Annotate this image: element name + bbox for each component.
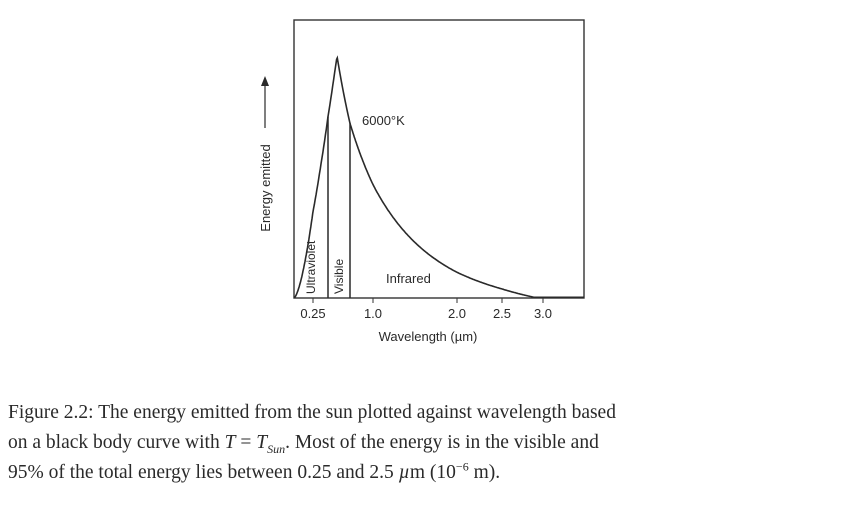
caption-line-3-start: 95% of the total energy lies between 0.2…	[8, 462, 399, 483]
x-tick-label: 1.0	[364, 306, 382, 321]
caption-line-3-end: m).	[468, 462, 501, 483]
blackbody-figure: Ultraviolet Visible Infrared 0.25 1.0 2.0 2.5…	[258, 19, 585, 344]
blackbody-curve	[294, 55, 584, 299]
caption-line-2: on a black body curve with T = TSun. Mos…	[8, 428, 848, 458]
caption-line-3-mid: m (10	[409, 462, 456, 483]
plot-frame	[293, 19, 585, 299]
y-axis-arrow	[261, 76, 269, 128]
caption-line-2-start: on a black body curve with	[8, 432, 225, 453]
x-axis-label: Wavelength (µm)	[379, 329, 478, 344]
region-label-visible: Visible	[332, 259, 346, 294]
caption-line-3: 95% of the total energy lies between 0.2…	[8, 458, 848, 488]
x-tick-label: 2.0	[448, 306, 466, 321]
caption-equals: =	[235, 432, 257, 453]
caption-symbol-t: T	[224, 432, 236, 453]
x-tick-label: 2.5	[493, 306, 511, 321]
caption-exponent: −6	[455, 459, 469, 474]
curve-label: 6000°K	[362, 113, 405, 128]
region-label-infrared: Infrared	[386, 271, 431, 286]
chart-canvas: Ultraviolet Visible Infrared 0.25 1.0 2.0 2.5…	[258, 19, 585, 344]
caption-symbol-mu: µ	[398, 462, 410, 483]
caption-line-2-end: . Most of the energy is in the visible a…	[285, 432, 599, 453]
region-label-ultraviolet: Ultraviolet	[304, 240, 318, 294]
x-tick-label: 3.0	[534, 306, 552, 321]
caption-sun-subscript: Sun	[267, 441, 286, 456]
y-axis-label: Energy emitted	[258, 144, 273, 231]
regions-layer: Ultraviolet Visible Infrared	[304, 116, 431, 298]
caption-symbol-tsun: T	[256, 432, 268, 453]
x-ticks-layer: 0.25 1.0 2.0 2.5 3.0	[300, 298, 552, 321]
figure-caption: Figure 2.2: The energy emitted from the …	[8, 398, 848, 488]
x-tick-label: 0.25	[300, 306, 325, 321]
caption-line-1: Figure 2.2: The energy emitted from the …	[8, 402, 616, 423]
